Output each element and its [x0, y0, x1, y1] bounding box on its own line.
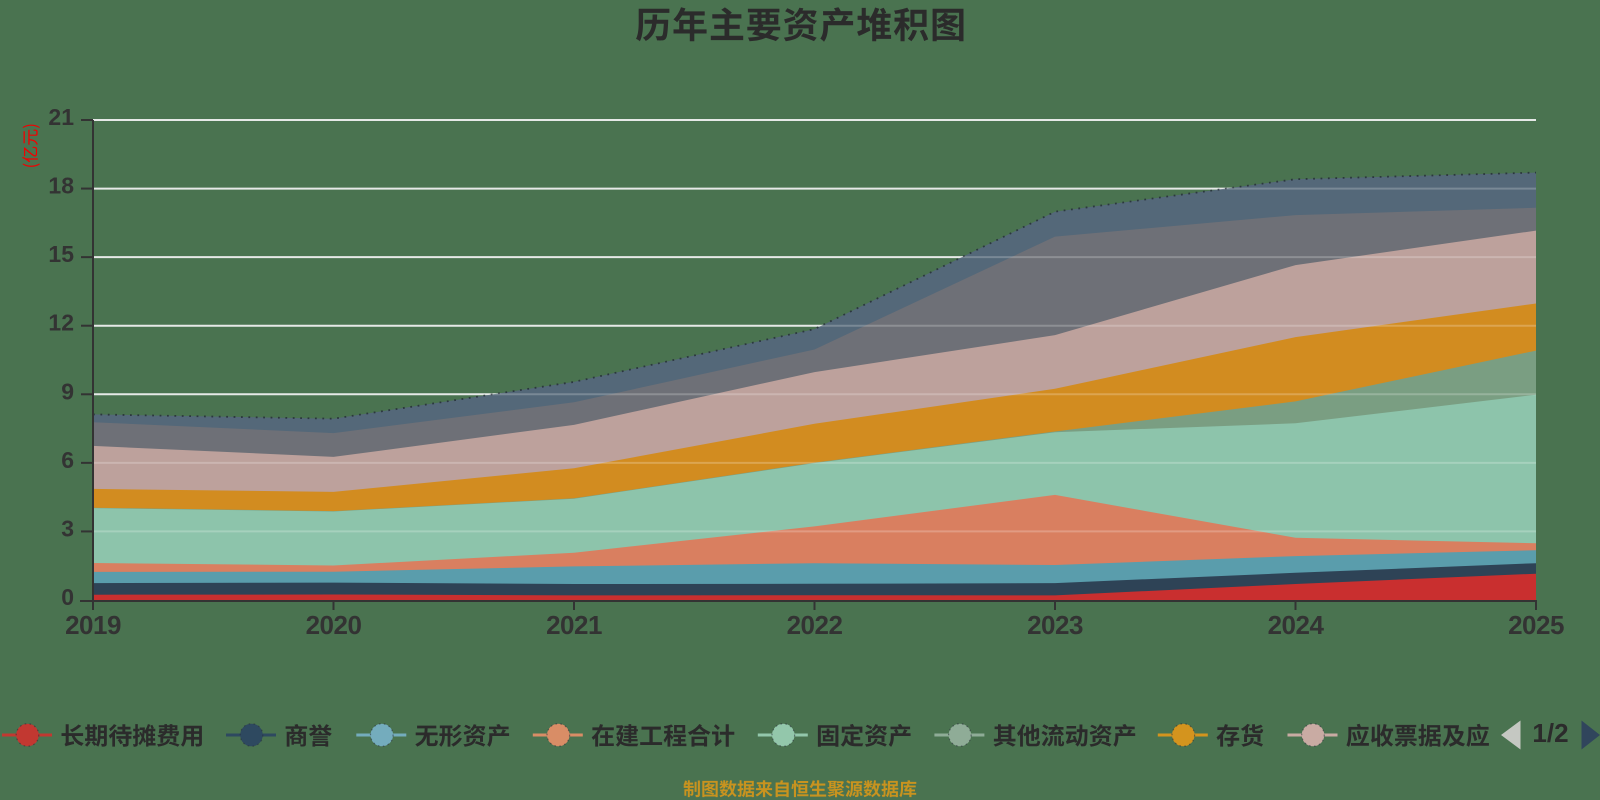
svg-text:2020: 2020: [306, 610, 362, 640]
svg-text:2019: 2019: [65, 610, 121, 640]
svg-text:2021: 2021: [546, 610, 602, 640]
svg-text:15: 15: [48, 241, 74, 267]
svg-text:2023: 2023: [1027, 610, 1083, 640]
svg-text:2025: 2025: [1508, 610, 1564, 640]
svg-text:18: 18: [48, 173, 74, 199]
svg-text:9: 9: [61, 378, 74, 404]
svg-text:21: 21: [48, 104, 74, 130]
svg-text:3: 3: [61, 515, 74, 541]
svg-text:1/2: 1/2: [1532, 718, 1568, 748]
svg-text:0: 0: [61, 584, 74, 610]
svg-text:6: 6: [61, 447, 74, 473]
svg-text:2022: 2022: [787, 610, 843, 640]
svg-text:12: 12: [48, 310, 74, 336]
svg-text:2024: 2024: [1268, 610, 1325, 640]
